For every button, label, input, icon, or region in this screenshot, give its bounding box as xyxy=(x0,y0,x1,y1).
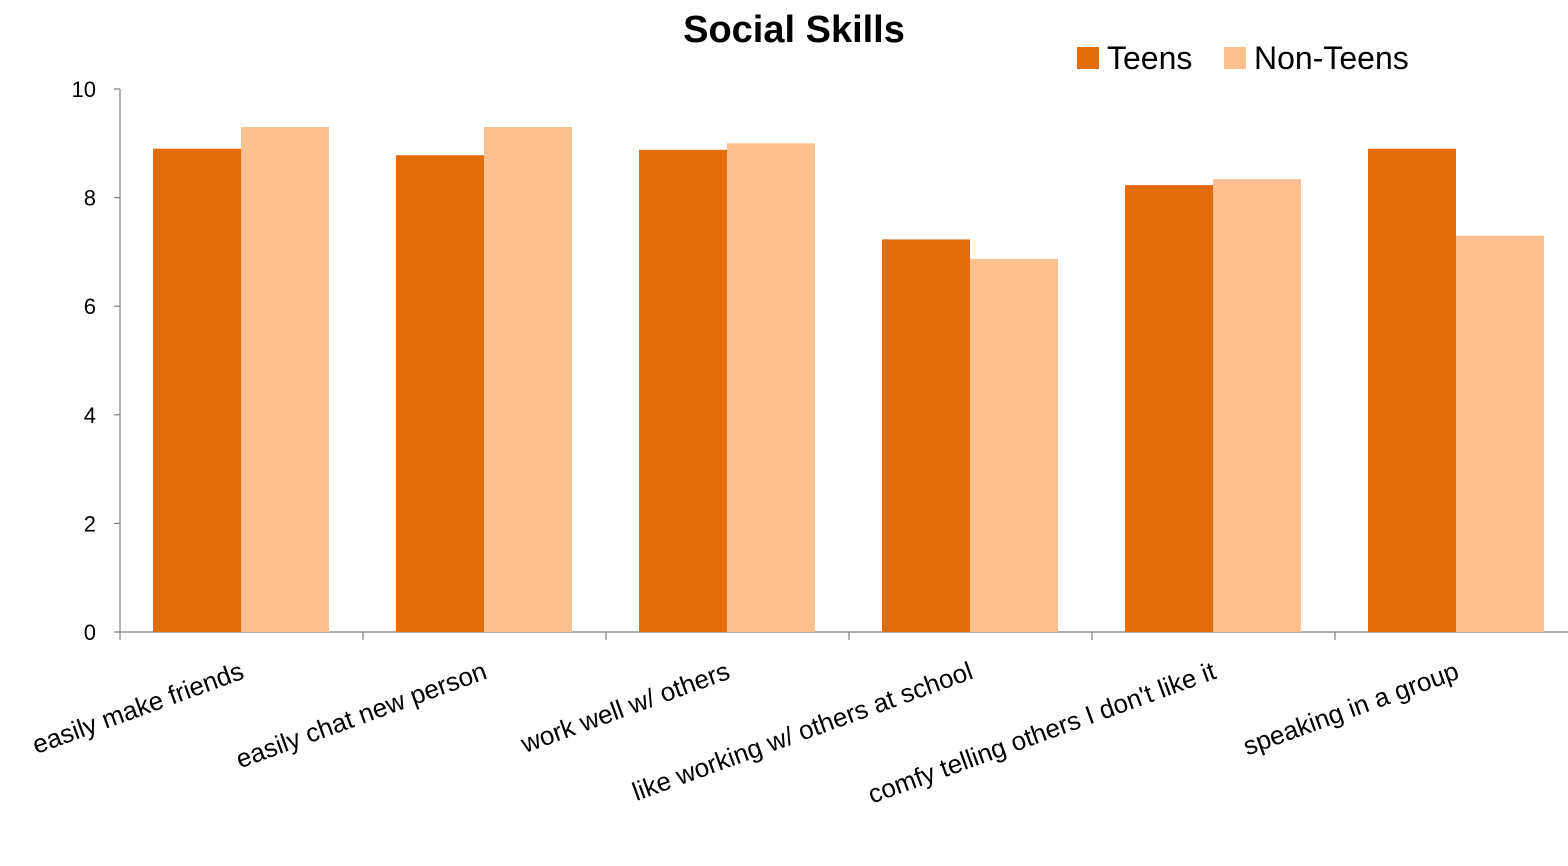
legend-swatch xyxy=(1224,47,1246,69)
legend-swatch xyxy=(1077,47,1099,69)
y-tick-label: 10 xyxy=(72,77,96,102)
y-tick-label: 6 xyxy=(84,294,96,319)
bar-non-teens xyxy=(241,127,329,632)
bar-teens xyxy=(396,155,484,632)
bar-non-teens xyxy=(1456,235,1544,633)
chart-title: Social Skills xyxy=(683,9,905,51)
bar-non-teens xyxy=(727,143,815,633)
x-tick-label: easily make friends xyxy=(28,655,247,759)
legend: Teens Non-Teens xyxy=(1077,40,1409,76)
y-tick-label: 0 xyxy=(84,620,96,645)
legend-label: Teens xyxy=(1107,40,1192,76)
x-tick-label: speaking in a group xyxy=(1239,655,1463,761)
legend-label: Non-Teens xyxy=(1254,40,1409,76)
bar-non-teens xyxy=(1213,179,1301,632)
bars xyxy=(153,127,1544,633)
y-tick-label: 2 xyxy=(84,511,96,536)
y-tick-label: 4 xyxy=(84,403,96,428)
y-tick-label: 8 xyxy=(84,186,96,211)
bar-non-teens xyxy=(484,127,572,632)
bar-teens xyxy=(882,239,970,632)
bar-teens xyxy=(1368,148,1456,633)
bar-teens xyxy=(1125,185,1213,632)
y-axis: 0 2 4 6 8 10 xyxy=(72,77,121,645)
bar-teens xyxy=(153,148,241,633)
x-tick-label: work well w/ others xyxy=(516,655,734,759)
x-tick-label: easily chat new person xyxy=(232,655,491,774)
bar-teens xyxy=(639,149,727,633)
bar-non-teens xyxy=(970,258,1058,632)
